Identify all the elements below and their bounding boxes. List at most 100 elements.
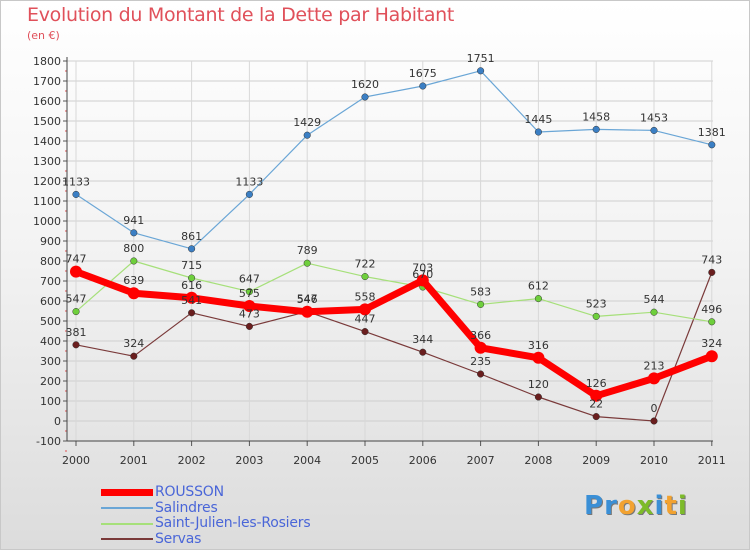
y-tick-label: 400: [40, 335, 61, 348]
y-tick-label: 1600: [33, 95, 61, 108]
y-tick-label: 300: [40, 355, 61, 368]
y-tick-label: 1000: [33, 215, 61, 228]
y-tick-label: 1300: [33, 155, 61, 168]
logo-letter: t: [664, 491, 678, 521]
data-point: [72, 308, 80, 316]
data-label: 1620: [351, 78, 379, 91]
data-point: [419, 82, 427, 90]
data-point: [416, 274, 429, 287]
legend-swatch: [101, 507, 153, 510]
data-label: 861: [181, 230, 202, 243]
data-label: 743: [701, 253, 722, 266]
data-label: 670: [412, 268, 433, 281]
data-point: [650, 126, 658, 134]
data-label: 546: [297, 293, 318, 306]
data-label: 1445: [524, 113, 552, 126]
y-tick-label: 800: [40, 255, 61, 268]
x-tick-label: 2009: [582, 454, 610, 467]
data-label: 381: [66, 326, 87, 339]
data-point: [130, 352, 138, 360]
y-tick-label: 600: [40, 295, 61, 308]
y-tick-label: 900: [40, 235, 61, 248]
logo-letter: i: [677, 491, 688, 521]
legend-label: Salindres: [155, 499, 218, 516]
data-label: 447: [355, 313, 376, 326]
data-point: [245, 288, 253, 296]
x-tick-label: 2005: [351, 454, 379, 467]
data-point: [419, 348, 427, 356]
data-point: [185, 291, 198, 304]
data-point: [127, 287, 140, 300]
data-point: [188, 309, 196, 317]
data-label: 496: [701, 303, 722, 316]
logo-letter: r: [604, 491, 618, 521]
data-point: [592, 413, 600, 421]
data-label: 1133: [62, 175, 90, 188]
data-label: 941: [123, 214, 144, 227]
data-label: 1458: [582, 110, 610, 123]
data-point: [477, 300, 485, 308]
data-point: [705, 350, 718, 363]
data-point: [592, 312, 600, 320]
data-point: [534, 128, 542, 136]
data-label: 1751: [467, 52, 495, 65]
data-label: 316: [528, 339, 549, 352]
data-point: [245, 190, 253, 198]
data-label: 120: [528, 378, 549, 391]
data-point: [708, 141, 716, 149]
data-label: 547: [66, 293, 87, 306]
x-tick-label: 2011: [698, 454, 726, 467]
data-point: [72, 190, 80, 198]
series-line-rousson: [74, 268, 714, 400]
data-label: 647: [239, 273, 260, 286]
data-label: 639: [123, 274, 144, 287]
data-point: [534, 295, 542, 303]
data-point: [650, 308, 658, 316]
data-label: 1381: [698, 126, 726, 139]
x-tick-label: 2008: [524, 454, 552, 467]
legend-label: ROUSSON: [155, 484, 224, 500]
data-label: 1453: [640, 111, 668, 124]
series-line-salindres: [75, 70, 712, 250]
data-label: 544: [644, 293, 665, 306]
legend-label: Saint-Julien-les-Rosiers: [155, 515, 311, 531]
data-point: [245, 322, 253, 330]
data-label: 703: [412, 261, 433, 274]
data-label: 558: [355, 290, 376, 303]
data-label: 22: [589, 398, 603, 411]
data-label: 213: [644, 359, 665, 372]
legend-swatch: [101, 538, 153, 541]
y-tick-label: -100: [36, 435, 61, 448]
y-tick-label: 1800: [33, 55, 61, 68]
legend-label: Servas: [155, 530, 202, 547]
proxiti-logo: Proxiti: [584, 491, 688, 521]
data-point: [188, 274, 196, 282]
data-label: 583: [470, 285, 491, 298]
series-line-saint-julien-les-rosiers: [75, 260, 712, 323]
x-tick-label: 2001: [120, 454, 148, 467]
data-point: [188, 245, 196, 253]
data-label: 126: [586, 377, 607, 390]
logo-letter: P: [584, 491, 605, 521]
data-point: [70, 265, 82, 278]
y-tick-label: 100: [40, 395, 61, 408]
y-tick-label: 700: [40, 275, 61, 288]
data-point: [477, 67, 485, 75]
chart-subtitle: (en €): [27, 29, 60, 42]
data-point: [592, 125, 600, 133]
data-point: [303, 131, 311, 139]
data-point: [650, 417, 658, 425]
data-point: [361, 273, 369, 281]
data-point: [361, 93, 369, 101]
data-label: 575: [239, 287, 260, 300]
x-tick-label: 2007: [467, 454, 495, 467]
data-label: 1133: [235, 175, 263, 188]
data-point: [301, 305, 314, 318]
data-label: 722: [355, 258, 376, 271]
y-tick-label: 1400: [33, 135, 61, 148]
data-label: 235: [470, 355, 491, 368]
x-tick-label: 2000: [62, 454, 90, 467]
y-tick-label: 200: [40, 375, 61, 388]
data-label: 473: [239, 307, 260, 320]
